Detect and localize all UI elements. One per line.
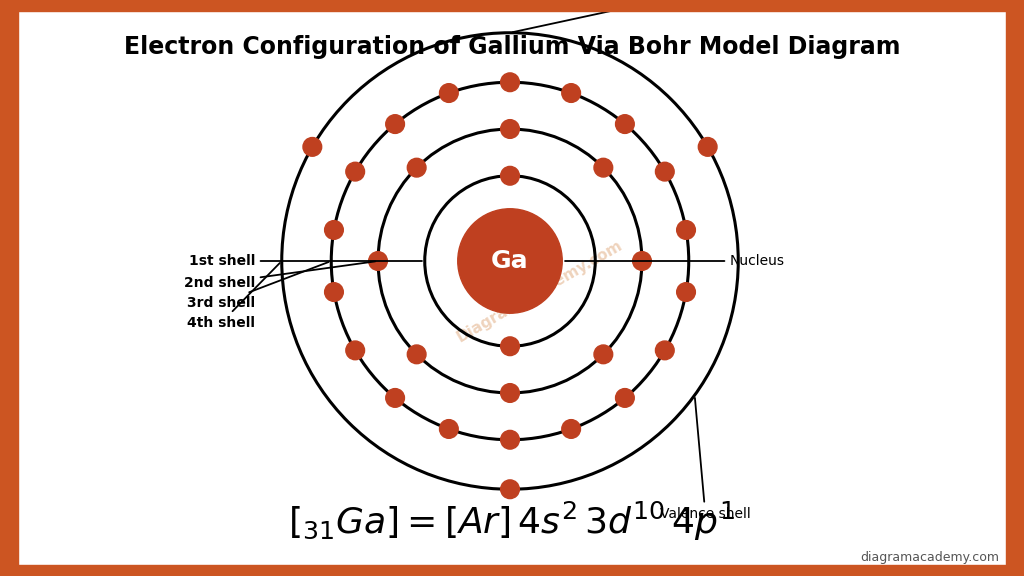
- Text: Valence shell: Valence shell: [660, 398, 751, 521]
- Circle shape: [408, 345, 426, 363]
- Circle shape: [562, 420, 581, 438]
- Text: diagramacademy.com: diagramacademy.com: [860, 551, 999, 564]
- Circle shape: [346, 162, 365, 181]
- Circle shape: [615, 389, 634, 407]
- Text: Ga: Ga: [492, 249, 528, 273]
- Circle shape: [501, 480, 519, 499]
- Circle shape: [501, 166, 519, 185]
- Bar: [1006, 0, 1024, 576]
- Text: Electron: Electron: [513, 0, 746, 32]
- Circle shape: [303, 138, 322, 156]
- Text: 4th shell: 4th shell: [187, 263, 280, 330]
- Text: Diagramacademy.com: Diagramacademy.com: [455, 237, 626, 344]
- Bar: [0, 0, 1024, 11]
- Circle shape: [458, 209, 562, 313]
- Text: 2nd shell: 2nd shell: [183, 262, 375, 290]
- Circle shape: [501, 337, 519, 355]
- Circle shape: [698, 138, 717, 156]
- Circle shape: [325, 283, 343, 301]
- Circle shape: [677, 221, 695, 239]
- Bar: [0, 565, 1024, 576]
- Text: $\left[_{31}Ga\right] = \left[Ar\right]\,4s^{2}\,3d^{10}\,4p^{1}$: $\left[_{31}Ga\right] = \left[Ar\right]\…: [289, 499, 735, 543]
- Circle shape: [501, 430, 519, 449]
- Circle shape: [325, 221, 343, 239]
- Circle shape: [594, 158, 612, 177]
- Circle shape: [633, 252, 651, 270]
- Circle shape: [346, 341, 365, 360]
- Circle shape: [501, 384, 519, 403]
- Text: 1st shell: 1st shell: [188, 254, 422, 268]
- Bar: [0, 0, 18, 576]
- Circle shape: [594, 345, 612, 363]
- Text: 3rd shell: 3rd shell: [186, 262, 329, 310]
- Circle shape: [615, 115, 634, 134]
- Circle shape: [562, 84, 581, 103]
- Circle shape: [655, 341, 674, 360]
- Circle shape: [677, 283, 695, 301]
- Circle shape: [501, 73, 519, 92]
- Circle shape: [501, 120, 519, 138]
- Circle shape: [439, 420, 458, 438]
- Text: Electron Configuration of Gallium Via Bohr Model Diagram: Electron Configuration of Gallium Via Bo…: [124, 35, 900, 59]
- Circle shape: [655, 162, 674, 181]
- Circle shape: [408, 158, 426, 177]
- Circle shape: [386, 115, 404, 134]
- Text: Nucleus: Nucleus: [565, 254, 785, 268]
- Circle shape: [369, 252, 387, 270]
- Circle shape: [386, 389, 404, 407]
- Circle shape: [439, 84, 458, 103]
